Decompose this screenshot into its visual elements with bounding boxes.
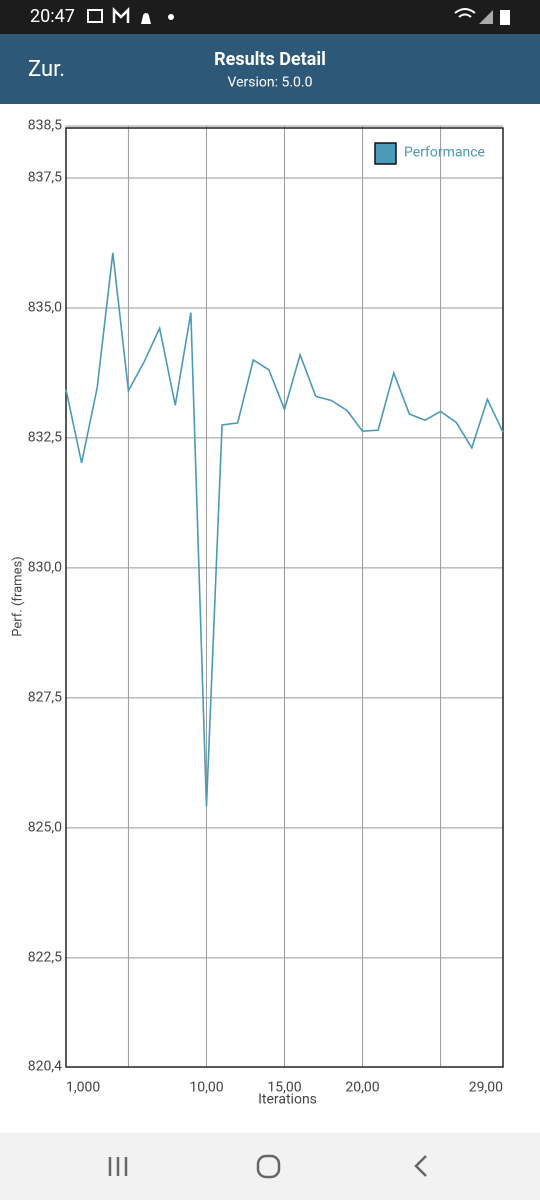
y-axis-title: Perf. (frames) (10, 556, 25, 636)
line (65, 252, 504, 807)
back-nav-button[interactable] (414, 1155, 427, 1177)
app-icon (141, 13, 151, 24)
nav-bar (0, 1133, 540, 1200)
legend-label: Performance (404, 145, 485, 161)
y-tick-label: 820,4 (28, 1059, 62, 1075)
home-button[interactable] (256, 1154, 281, 1179)
x-tick-label: 10,00 (189, 1080, 223, 1096)
battery-icon (500, 10, 510, 25)
y-tick-label: 825,0 (28, 820, 62, 836)
y-tick-label: 838,5 (28, 118, 62, 134)
legend-swatch (374, 142, 397, 165)
recents-button[interactable] (108, 1157, 128, 1176)
chart: 838,5 837,5 835,0 832,5 830,0 827,5 825,0 822,5… (10, 118, 504, 1108)
back-button[interactable]: Zur. (28, 57, 65, 82)
header (0, 34, 540, 104)
wifi-icon (454, 8, 476, 18)
x-tick-label: 20,00 (345, 1080, 379, 1096)
x-tick-label: 1,000 (66, 1080, 100, 1096)
gallery-icon (87, 9, 103, 23)
mail-icon (112, 6, 130, 23)
dot-icon (168, 14, 174, 20)
clock: 20:47 (30, 6, 75, 27)
y-tick-label: 837,5 (28, 170, 62, 186)
status-bar (0, 0, 540, 34)
y-tick-label: 822,5 (28, 950, 62, 966)
y-tick-label: 832,5 (28, 430, 62, 446)
title: Results Detail (214, 49, 326, 70)
x-tick-label: 29,00 (469, 1080, 503, 1096)
y-tick-label: 835,0 (28, 300, 62, 316)
y-tick-label: 827,5 (28, 690, 62, 706)
signal-icon (479, 10, 493, 24)
plot-frame (65, 127, 504, 1068)
x-axis-title: Iterations (258, 1092, 317, 1108)
subtitle: Version: 5.0.0 (228, 75, 313, 91)
x-tick-label: 15,00 (267, 1080, 301, 1096)
y-tick-label: 830,0 (28, 560, 62, 576)
